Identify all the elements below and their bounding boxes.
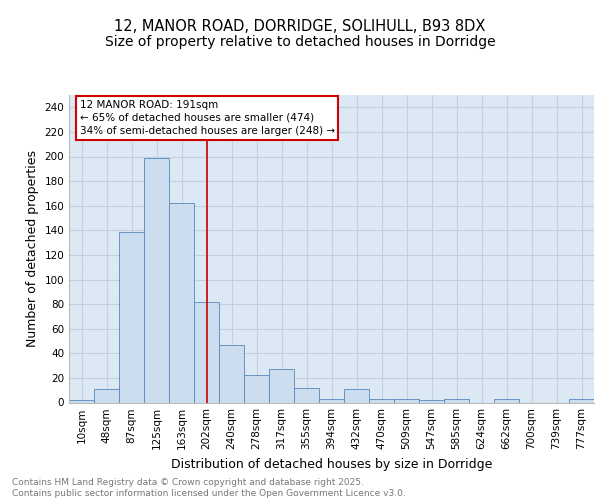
Bar (144, 158, 169, 402)
Bar (244, 376, 269, 402)
Bar (169, 203, 194, 402)
Text: Contains HM Land Registry data © Crown copyright and database right 2025.
Contai: Contains HM Land Registry data © Crown c… (12, 478, 406, 498)
Bar (569, 399, 594, 402)
Y-axis label: Number of detached properties: Number of detached properties (26, 150, 39, 347)
Bar (294, 388, 319, 402)
Bar (219, 344, 244, 403)
Text: Size of property relative to detached houses in Dorridge: Size of property relative to detached ho… (104, 35, 496, 49)
Text: 12 MANOR ROAD: 191sqm
← 65% of detached houses are smaller (474)
34% of semi-det: 12 MANOR ROAD: 191sqm ← 65% of detached … (79, 100, 335, 136)
Bar (319, 399, 344, 402)
Text: 12, MANOR ROAD, DORRIDGE, SOLIHULL, B93 8DX: 12, MANOR ROAD, DORRIDGE, SOLIHULL, B93 … (115, 19, 485, 34)
Bar (194, 302, 219, 402)
X-axis label: Distribution of detached houses by size in Dorridge: Distribution of detached houses by size … (171, 458, 492, 471)
Bar (444, 399, 469, 402)
Bar (419, 400, 444, 402)
Bar (269, 370, 294, 402)
Bar (494, 399, 519, 402)
Bar (94, 389, 119, 402)
Bar (344, 389, 369, 402)
Bar (119, 232, 144, 402)
Bar (369, 399, 394, 402)
Bar (69, 400, 94, 402)
Bar (394, 399, 419, 402)
